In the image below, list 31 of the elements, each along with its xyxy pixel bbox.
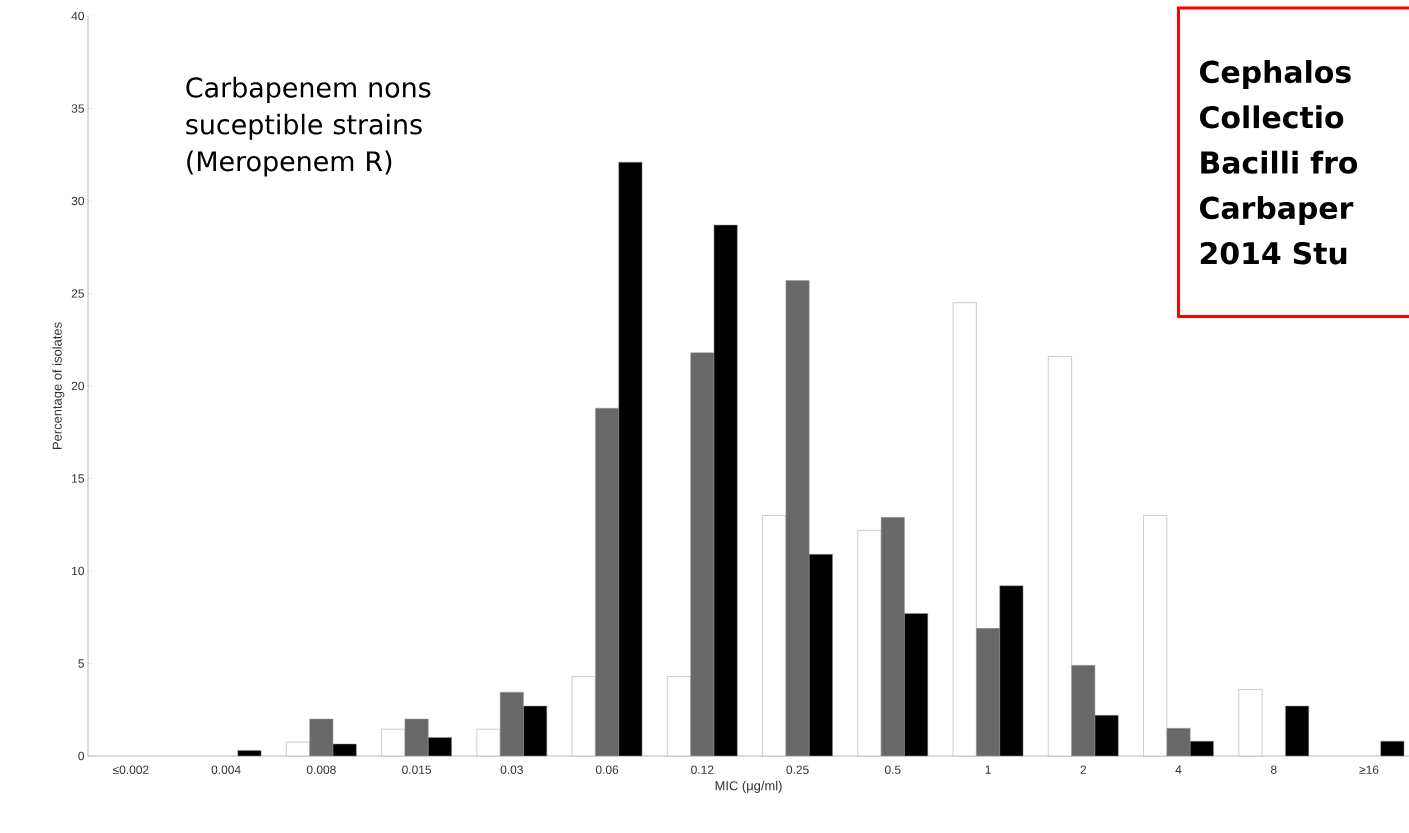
x-tick-label: 0.25 <box>786 765 809 774</box>
bar <box>237 750 262 757</box>
annotation: Cephalos Collectio Bacilli fro Carbaper 2014 Stu <box>1200 60 1358 265</box>
y-tick-label: 40 <box>71 11 85 21</box>
x-tick-label: 8 <box>1270 765 1277 774</box>
x-tick-label: ≤0.002 <box>113 765 149 774</box>
x-tick-label: 0.06 <box>595 765 619 774</box>
bar <box>1285 705 1310 757</box>
x-tick-label: 0.03 <box>500 765 523 774</box>
x-axis-title: MIC (μg/ml) <box>715 780 782 793</box>
bar <box>1238 689 1263 757</box>
y-tick-label: 30 <box>71 196 85 206</box>
x-tick-label: 4 <box>1175 765 1182 774</box>
bar <box>1380 740 1405 757</box>
y-tick-label: 15 <box>72 474 84 483</box>
x-tick-label: 0.12 <box>691 765 714 774</box>
annotation: Carbapenem nons suceptible strains (Meropenem R) <box>186 76 431 177</box>
y-tick-label: 5 <box>78 659 84 668</box>
y-tick-label: 35 <box>71 104 84 113</box>
x-tick-label: 1 <box>985 765 991 774</box>
x-tick-label: ≥16 <box>1359 765 1379 774</box>
x-tick-label: 0.004 <box>211 765 241 774</box>
y-tick-label: 25 <box>71 289 84 298</box>
y-tick-label: 20 <box>71 381 85 391</box>
y-tick-label: 0 <box>78 751 85 761</box>
y-tick-label: 10 <box>72 566 85 576</box>
x-tick-label: 0.008 <box>306 765 336 774</box>
x-tick-label: 0.5 <box>884 765 901 774</box>
x-tick-label: 0.015 <box>402 765 432 774</box>
y-axis-title: Percentage of isolates <box>52 322 65 450</box>
x-tick-label: 2 <box>1080 765 1087 774</box>
